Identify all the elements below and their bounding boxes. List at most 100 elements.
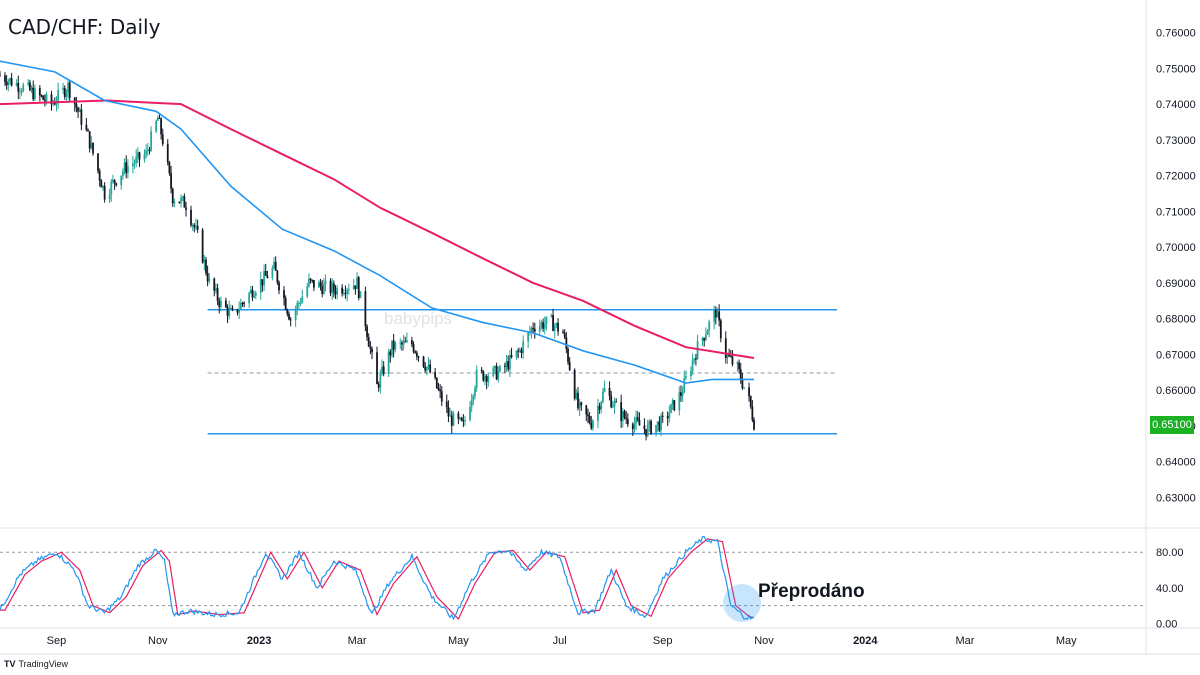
candle-body — [424, 366, 427, 371]
candle-body — [259, 279, 262, 293]
price-tick-label: 0.66000 — [1156, 385, 1196, 397]
candle-body — [346, 289, 349, 294]
candle-body — [228, 308, 231, 316]
candle-body — [417, 356, 420, 358]
candle-body — [387, 351, 390, 374]
candle-body — [590, 422, 593, 429]
candle-body — [0, 75, 1, 77]
candles-layer — [0, 71, 755, 441]
candle-body — [133, 163, 136, 165]
candle-body — [620, 401, 623, 422]
candle-body — [580, 402, 583, 406]
candle-body — [394, 342, 397, 350]
candle-body — [680, 392, 682, 396]
oscillator-tick-label: 40.00 — [1156, 583, 1184, 595]
tradingview-logo[interactable]: TV TradingView — [4, 659, 68, 669]
candle-body — [681, 392, 684, 396]
candle-body — [736, 362, 739, 365]
candle-body — [28, 82, 31, 91]
candle-body — [367, 337, 370, 347]
chart-title: CAD/CHF: Daily — [8, 15, 161, 39]
candle-body — [449, 415, 451, 417]
candle-body — [621, 411, 624, 422]
candle-body — [347, 289, 350, 291]
candle-body — [399, 342, 402, 344]
candle-body — [573, 369, 576, 399]
price-tick-label: 0.75000 — [1156, 63, 1196, 75]
candle-body — [563, 333, 566, 338]
candle-body — [226, 307, 229, 316]
candle-body — [494, 365, 496, 368]
candle-body — [533, 328, 536, 332]
candle-body — [452, 413, 455, 426]
candle-body — [440, 391, 443, 402]
candle-body — [88, 131, 91, 149]
candle-body — [650, 421, 652, 434]
candle-body — [195, 225, 197, 228]
candle-body — [553, 325, 556, 332]
candle-body — [171, 188, 174, 204]
candle-body — [309, 278, 312, 280]
candle-body — [299, 302, 302, 304]
candle-body — [412, 344, 415, 352]
candle-body — [371, 348, 373, 353]
candle-body — [354, 285, 357, 289]
candle-body — [15, 83, 18, 86]
candle-body — [445, 401, 448, 408]
candle-body — [450, 415, 453, 426]
candle-body — [504, 365, 506, 367]
candle-body — [286, 309, 289, 314]
candle-body — [470, 400, 473, 407]
tradingview-name: TradingView — [18, 659, 69, 669]
candle-body — [92, 142, 94, 154]
candle-body — [110, 181, 113, 195]
candle-body — [719, 320, 722, 339]
candle-body — [180, 197, 182, 204]
candle-body — [459, 417, 461, 419]
candle-body — [530, 327, 533, 332]
candle-body — [42, 95, 45, 100]
candle-body — [708, 321, 711, 331]
candle-body — [263, 271, 265, 286]
candle-body — [425, 366, 428, 371]
candle-body — [660, 415, 662, 431]
time-tick-label: Mar — [348, 635, 367, 647]
candle-body — [508, 355, 511, 370]
candle-body — [608, 387, 611, 396]
candle-body — [103, 185, 106, 200]
candle-body — [543, 323, 546, 329]
candle-body — [264, 271, 267, 276]
price-tick-label: 0.64000 — [1156, 457, 1196, 469]
candle-body — [552, 315, 554, 332]
candle-body — [249, 289, 252, 294]
candle-body — [615, 401, 618, 403]
candle-body — [522, 341, 525, 354]
candle-body — [215, 288, 217, 291]
candle-body — [294, 309, 297, 320]
candle-body — [136, 152, 139, 157]
candle-body — [112, 179, 114, 182]
candle-body — [753, 419, 755, 430]
candle-body — [495, 365, 498, 380]
candle-body — [645, 429, 647, 436]
candle-body — [97, 153, 99, 171]
candle-body — [108, 194, 111, 200]
candle-body — [499, 365, 501, 372]
candle-body — [631, 424, 634, 430]
candle-body — [703, 338, 706, 341]
candle-body — [278, 282, 280, 291]
candle-body — [603, 387, 606, 392]
candle-body — [55, 102, 58, 105]
candle-body — [435, 377, 438, 389]
candle-body — [671, 400, 674, 405]
candle-body — [53, 103, 56, 105]
candle-body — [126, 166, 129, 174]
candle-body — [356, 277, 358, 289]
candle-body — [102, 185, 104, 188]
candle-body — [266, 275, 269, 279]
candle-body — [239, 302, 242, 310]
candle-body — [447, 407, 450, 417]
candle-body — [597, 406, 599, 421]
candle-body — [243, 303, 246, 305]
candle-body — [296, 303, 299, 310]
